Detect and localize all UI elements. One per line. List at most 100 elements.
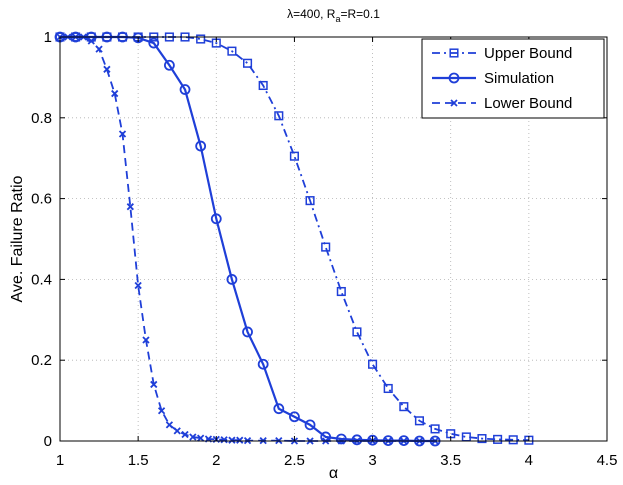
data-point-upper-bound <box>352 327 362 337</box>
y-axis-label: Ave. Failure Ratio <box>9 175 26 302</box>
data-point-lower-bound <box>181 430 189 439</box>
data-point-simulation <box>335 433 347 445</box>
x-tick-label: 4.5 <box>597 452 618 469</box>
data-point-upper-bound <box>493 434 503 444</box>
plot-frame <box>59 36 608 442</box>
y-tick-label: 0 <box>44 433 52 450</box>
y-tick-label: 0.2 <box>31 352 52 369</box>
marker-stroke <box>173 427 181 435</box>
data-point-upper-bound <box>321 242 331 252</box>
data-point-upper-bound <box>430 424 440 434</box>
data-point-lower-bound <box>157 407 166 415</box>
y-tick-label: 0.6 <box>31 191 52 208</box>
data-point-lower-bound <box>165 421 174 429</box>
chart-title-main: λ=400, R <box>287 7 336 21</box>
marker-stroke <box>236 436 244 444</box>
data-point-lower-bound <box>118 130 127 138</box>
data-point-simulation <box>148 37 160 49</box>
x-tick-label: 4 <box>525 452 533 469</box>
y-tick-label: 0.8 <box>31 110 52 127</box>
data-point-lower-bound <box>111 89 119 98</box>
data-point-upper-bound <box>227 46 237 56</box>
data-point-simulation <box>226 273 238 285</box>
data-point-lower-bound <box>173 427 181 435</box>
legend-marker-upper-bound <box>449 48 459 58</box>
data-point-lower-bound <box>220 436 228 444</box>
marker-stroke <box>118 130 127 138</box>
data-point-simulation <box>273 403 285 415</box>
data-point-upper-bound <box>289 151 299 161</box>
data-point-simulation <box>163 59 175 71</box>
data-point-lower-bound <box>95 45 103 53</box>
tick-layer: 1 1.5 2 2.5 3 3.5 4 4.5 0 0.2 0.4 0.6 0.8 1 <box>31 29 617 469</box>
legend-label-simulation: Simulation <box>484 70 554 87</box>
marker-stroke <box>189 433 197 441</box>
marker-stroke <box>181 430 189 439</box>
legend-label-lower-bound: Lower Bound <box>484 95 572 112</box>
chart-title: λ=400, Ra=R=0.1 <box>287 7 380 24</box>
data-point-lower-bound <box>103 65 111 73</box>
data-point-lower-bound <box>228 436 236 444</box>
marker-stroke <box>87 37 95 45</box>
data-point-simulation <box>304 419 316 431</box>
data-point-upper-bound <box>414 416 425 426</box>
data-point-lower-bound <box>87 37 95 45</box>
data-point-upper-bound <box>399 402 409 412</box>
data-point-lower-bound <box>126 203 134 211</box>
marker-stroke <box>220 436 228 444</box>
data-point-lower-bound <box>197 434 205 442</box>
marker-stroke <box>126 203 134 211</box>
y-tick-label: 1 <box>44 29 52 46</box>
data-point-upper-bound <box>274 111 284 121</box>
marker-stroke <box>157 407 166 415</box>
legend-marker-lower-bound <box>450 99 458 107</box>
marker-stroke <box>142 336 150 344</box>
data-point-upper-bound <box>196 34 206 44</box>
data-point-simulation <box>179 84 191 95</box>
marker-stroke <box>150 380 158 389</box>
data-point-upper-bound <box>258 80 268 91</box>
marker-stroke <box>95 45 103 53</box>
data-point-upper-bound <box>305 196 315 206</box>
data-point-simulation <box>210 213 222 225</box>
data-point-simulation <box>257 358 269 370</box>
marker-stroke <box>165 421 174 429</box>
x-tick-label: 3 <box>368 452 376 469</box>
data-point-lower-bound <box>134 281 142 290</box>
legend-label-upper-bound: Upper Bound <box>484 45 572 62</box>
data-point-lower-bound <box>142 336 150 344</box>
data-point-upper-bound <box>477 434 487 444</box>
data-point-upper-bound <box>508 435 518 445</box>
data-point-lower-bound <box>189 433 197 441</box>
data-point-upper-bound <box>242 58 253 68</box>
data-point-lower-bound <box>236 436 244 444</box>
x-tick-label: 3.5 <box>440 452 461 469</box>
marker-stroke <box>134 281 142 290</box>
legend-marker-simulation <box>448 72 460 84</box>
x-tick-label: 2 <box>212 452 220 469</box>
x-tick-label: 1 <box>56 452 64 469</box>
data-point-simulation <box>289 411 300 423</box>
x-axis-label: α <box>329 465 338 482</box>
y-tick-label: 0.4 <box>31 271 52 288</box>
chart-title-subscript: a <box>335 14 340 24</box>
data-point-upper-bound <box>336 286 346 297</box>
data-point-simulation <box>195 140 207 152</box>
marker-stroke <box>111 89 119 98</box>
data-point-simulation <box>351 434 363 446</box>
grid-layer <box>60 37 607 441</box>
marker-stroke <box>450 99 458 107</box>
chart-title-tail: =R=0.1 <box>341 7 381 21</box>
data-point-simulation <box>242 326 253 338</box>
data-point-upper-bound <box>383 383 393 394</box>
marker-stroke <box>103 65 111 73</box>
data-point-upper-bound <box>368 359 378 369</box>
marker-stroke <box>197 434 205 442</box>
legend: Upper Bound Simulation Lower Bound <box>421 38 605 119</box>
marker-stroke <box>228 436 236 444</box>
data-point-simulation <box>132 32 144 44</box>
data-point-lower-bound <box>150 380 158 389</box>
x-tick-label: 1.5 <box>128 452 149 469</box>
x-tick-label: 2.5 <box>284 452 305 469</box>
